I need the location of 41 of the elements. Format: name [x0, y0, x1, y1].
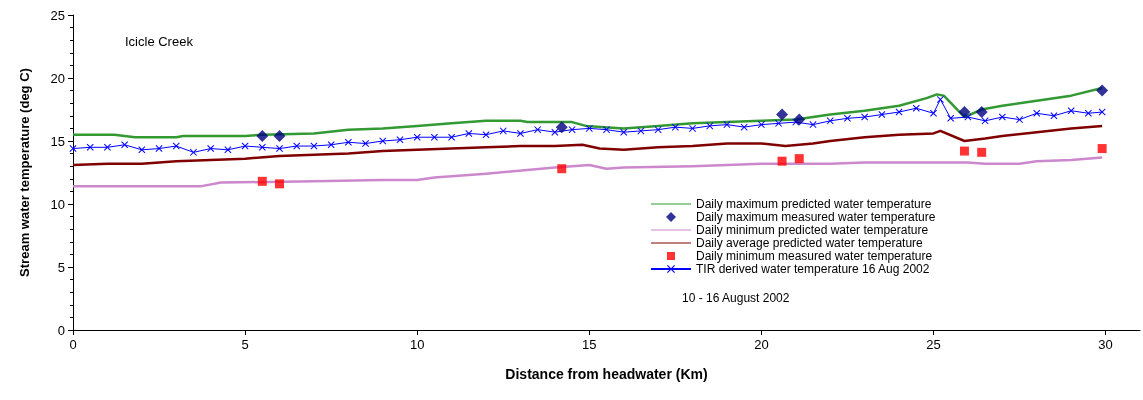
point: [1097, 144, 1107, 154]
legend-label: TIR derived water temperature 16 Aug 2002: [696, 262, 930, 276]
point: [273, 129, 286, 142]
legend-label: Daily minimum predicted water temperature: [696, 223, 929, 237]
y-tick-label: 15: [50, 133, 65, 149]
x-tick-label: 5: [241, 337, 249, 352]
point: [958, 106, 971, 119]
y-axis-title: Stream water temperature (deg C): [17, 68, 32, 277]
text: Icicle Creek: [125, 34, 194, 49]
point: [776, 108, 789, 121]
y-tick-label: 25: [50, 7, 65, 23]
y-tick-label: 10: [50, 196, 65, 212]
point: [959, 146, 969, 156]
annotation: 10 - 16 August 2002: [682, 291, 790, 305]
x-axis-title: Distance from headwater (Km): [505, 366, 708, 382]
x-tick-label: 25: [926, 337, 941, 352]
x-tick-label: 30: [1098, 337, 1113, 352]
point: [275, 179, 285, 189]
point: [777, 156, 787, 166]
point: [557, 164, 567, 174]
x-tick-label: 15: [582, 337, 597, 352]
point: [555, 121, 568, 134]
legend-label: Daily maximum predicted water temperature: [696, 197, 932, 211]
y-tick-label: 0: [57, 322, 65, 338]
point: [256, 129, 269, 142]
point: [977, 147, 987, 157]
legend-label: Daily minimum measured water temperature: [696, 249, 933, 263]
line-series: [71, 124, 1104, 167]
line-series: [71, 156, 1104, 188]
x-tick-label: 10: [409, 337, 425, 352]
legend-label: Daily maximum measured water temperature: [696, 210, 936, 224]
point: [257, 176, 267, 186]
x-tick-label: 20: [754, 337, 769, 352]
point: [794, 154, 804, 164]
y-tick-label: 20: [50, 70, 65, 86]
x-tick-label: 0: [69, 337, 77, 352]
point: [975, 106, 988, 119]
point: [1096, 84, 1109, 97]
legend-label: Daily average predicted water temperature: [696, 236, 924, 250]
point: [793, 113, 806, 126]
y-tick-label: 5: [57, 259, 65, 275]
